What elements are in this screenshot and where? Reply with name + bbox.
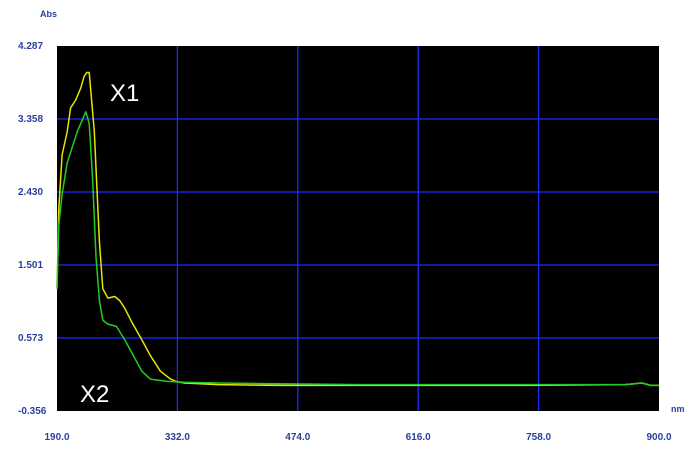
y-axis-label: Abs	[40, 9, 57, 19]
series-label-x1: X1	[110, 80, 139, 107]
x-tick-label: 190.0	[44, 432, 69, 443]
plot-area	[57, 46, 659, 411]
y-tick-label: 4.287	[18, 41, 43, 52]
y-tick-labels: 4.287 3.358 2.430 1.501 0.573 -0.356	[18, 41, 47, 417]
series-line-x1	[56, 71, 659, 387]
series-line-x2	[56, 111, 659, 387]
x-tick-label: 616.0	[406, 432, 431, 443]
x-axis-label: nm	[671, 404, 685, 414]
y-tick-label: 3.358	[18, 114, 43, 125]
x-tick-labels: 190.0 332.0 474.0 616.0 758.0 900.0	[44, 432, 671, 443]
series-label-x2: X2	[80, 381, 109, 408]
series-lines	[56, 71, 659, 387]
x-tick-label: 474.0	[285, 432, 310, 443]
y-tick-label: -0.356	[18, 406, 47, 417]
y-tick-label: 2.430	[18, 187, 43, 198]
grid-lines	[57, 46, 659, 411]
x-tick-label: 900.0	[646, 432, 671, 443]
x-tick-label: 332.0	[165, 432, 190, 443]
x-tick-label: 758.0	[526, 432, 551, 443]
y-tick-label: 1.501	[18, 260, 43, 271]
y-tick-label: 0.573	[18, 333, 43, 344]
